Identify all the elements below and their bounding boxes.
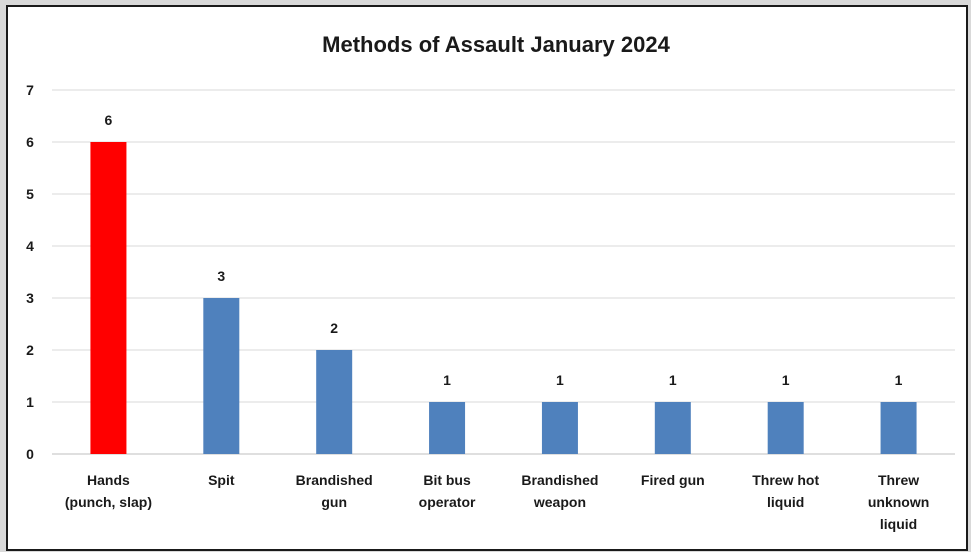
bar-1 <box>90 142 127 454</box>
category-label-6: Fired gun <box>641 472 705 488</box>
y-tick-label-6: 6 <box>26 134 34 150</box>
category-label-line: liquid <box>880 516 917 532</box>
bar-2 <box>203 298 240 454</box>
data-label-3: 2 <box>330 320 338 336</box>
y-tick-label-1: 1 <box>26 394 34 410</box>
category-label-line: Fired gun <box>641 472 705 488</box>
y-tick-label-3: 3 <box>26 290 34 306</box>
chart-title: Methods of Assault January 2024 <box>322 32 670 57</box>
category-label-line: Threw hot <box>752 472 819 488</box>
category-label-4: Bit bus operator <box>419 472 476 510</box>
category-label-7: Threw hot liquid <box>752 472 819 510</box>
chart-area <box>6 5 968 551</box>
category-label-8: Threw unknown liquid <box>868 472 929 532</box>
data-label-2: 3 <box>217 268 225 284</box>
category-label-line: Hands <box>87 472 130 488</box>
category-label-line: Brandished <box>296 472 373 488</box>
category-label-line: weapon <box>533 494 586 510</box>
y-tick-label-7: 7 <box>26 82 34 98</box>
category-label-1: Hands (punch, slap) <box>65 472 152 510</box>
category-label-line: unknown <box>868 494 929 510</box>
y-tick-label-5: 5 <box>26 186 34 202</box>
data-label-4: 1 <box>443 372 451 388</box>
bar-6 <box>654 402 691 454</box>
data-label-7: 1 <box>782 372 790 388</box>
category-label-line: (punch, slap) <box>65 494 152 510</box>
data-label-8: 1 <box>895 372 903 388</box>
bar-5 <box>541 402 578 454</box>
category-label-line: Brandished <box>521 472 598 488</box>
category-label-5: Brandished weapon <box>521 472 598 510</box>
bar-3 <box>316 350 353 454</box>
y-tick-label-2: 2 <box>26 342 34 358</box>
data-label-6: 1 <box>669 372 677 388</box>
y-tick-label-4: 4 <box>26 238 34 254</box>
category-label-line: Bit bus <box>423 472 471 488</box>
category-label-line: Threw <box>878 472 919 488</box>
category-label-3: Brandished gun <box>296 472 373 510</box>
bar-8 <box>880 402 917 454</box>
data-label-5: 1 <box>556 372 564 388</box>
category-label-line: Spit <box>208 472 235 488</box>
category-label-line: gun <box>321 494 347 510</box>
y-tick-label-0: 0 <box>26 446 34 462</box>
category-label-line: liquid <box>767 494 804 510</box>
category-label-2: Spit <box>208 472 235 488</box>
bar-7 <box>767 402 804 454</box>
data-label-1: 6 <box>105 112 113 128</box>
category-label-line: operator <box>419 494 476 510</box>
bar-4 <box>429 402 466 454</box>
